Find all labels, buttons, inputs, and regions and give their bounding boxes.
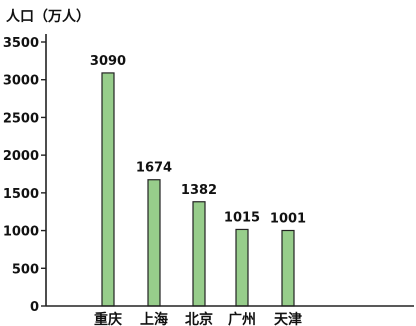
y-tick-label: 3000 (3, 74, 39, 89)
value-label: 1001 (270, 211, 306, 226)
category-label: 天津 (274, 311, 302, 326)
y-tick-label: 0 (30, 300, 39, 315)
category-label: 广州 (228, 311, 256, 326)
y-axis-ticks: 0 500 1000 1500 2000 2500 3000 3500 (3, 36, 46, 315)
bar-1 (101, 72, 115, 307)
value-labels: 3090 1674 1382 1015 1001 (90, 54, 306, 227)
y-tick-label: 2000 (3, 149, 39, 164)
value-label: 1674 (136, 161, 172, 176)
value-label: 1382 (181, 183, 217, 198)
bar-3 (192, 201, 206, 307)
y-tick-label: 1500 (3, 187, 39, 202)
y-tick-label: 3500 (3, 36, 39, 51)
y-axis-label: 人口（万人） (6, 8, 90, 25)
category-label: 北京 (185, 311, 213, 326)
value-label: 3090 (90, 54, 126, 69)
bar-2 (147, 179, 161, 307)
value-label: 1015 (224, 210, 260, 225)
bar-4 (235, 228, 249, 307)
bar-5 (281, 229, 295, 307)
y-tick-label: 1000 (3, 225, 39, 240)
category-labels: 重庆 上海 北京 广州 天津 (94, 311, 302, 326)
category-label: 上海 (140, 311, 168, 326)
category-label: 重庆 (94, 311, 122, 326)
y-tick-label: 2500 (3, 111, 39, 126)
y-tick-label: 500 (12, 262, 39, 277)
